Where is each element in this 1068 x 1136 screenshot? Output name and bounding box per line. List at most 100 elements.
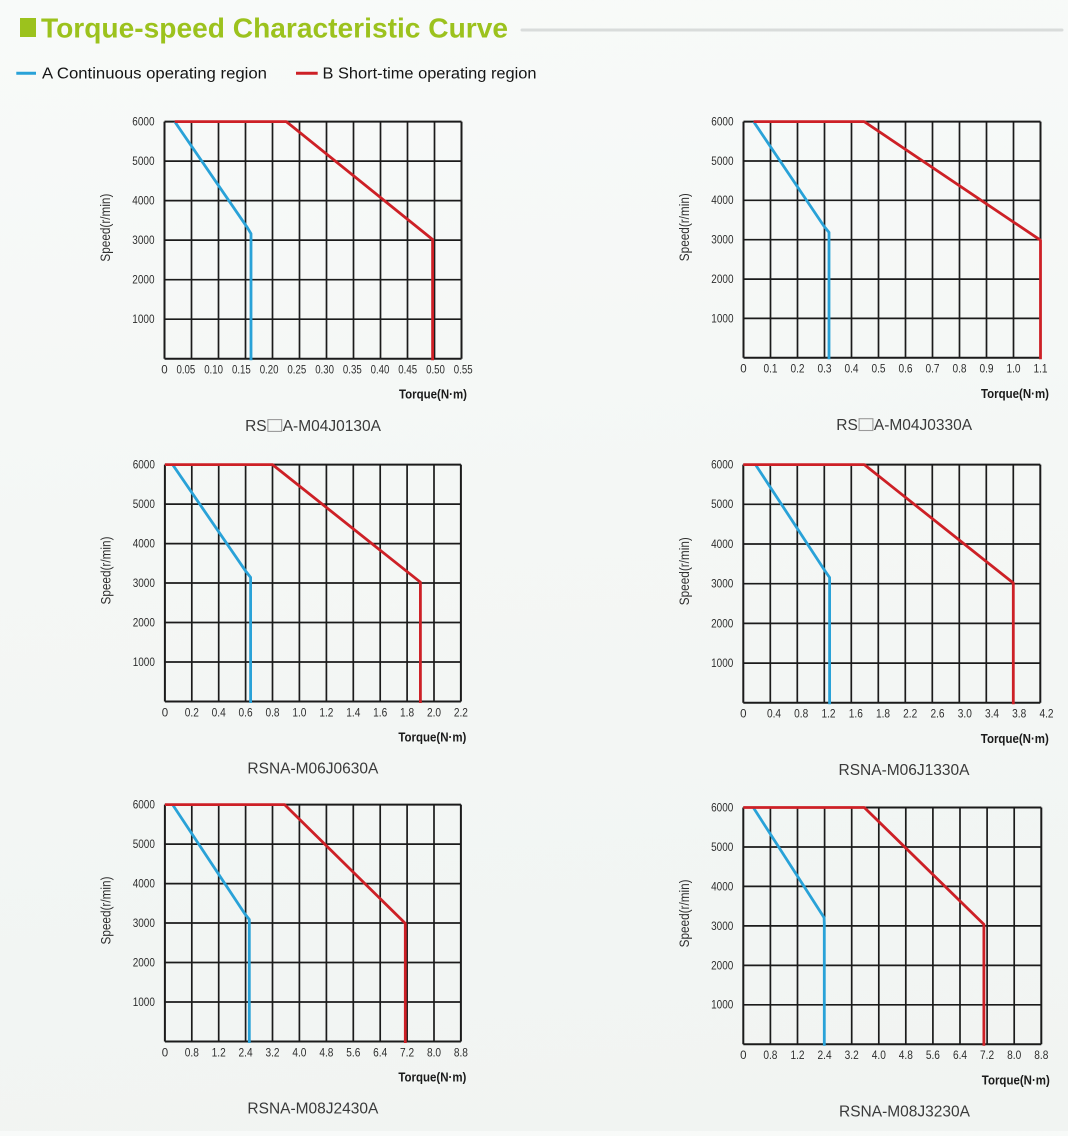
svg-text:6000: 6000 [711,460,733,472]
svg-text:0: 0 [162,1047,168,1059]
svg-text:Torque(N·m): Torque(N·m) [399,387,467,402]
svg-text:4.8: 4.8 [899,1050,913,1062]
svg-text:Torque(N·m): Torque(N·m) [981,386,1049,401]
svg-text:1.1: 1.1 [1033,364,1047,376]
svg-text:0.35: 0.35 [343,365,362,377]
svg-text:Torque(N·m): Torque(N·m) [398,730,466,745]
svg-text:8.8: 8.8 [1034,1050,1048,1062]
svg-text:3.4: 3.4 [985,709,1000,721]
svg-text:7.2: 7.2 [980,1050,994,1062]
svg-text:Torque(N·m): Torque(N·m) [398,1070,466,1085]
svg-text:0: 0 [740,709,746,721]
svg-text:5000: 5000 [711,842,733,854]
svg-text:0: 0 [740,364,746,376]
svg-text:7.2: 7.2 [400,1047,414,1059]
svg-text:0.4: 0.4 [212,707,227,719]
svg-text:3000: 3000 [132,235,154,247]
svg-text:8.0: 8.0 [427,1047,441,1059]
svg-text:Speed(r/min): Speed(r/min) [677,193,692,261]
svg-text:0.50: 0.50 [426,365,445,377]
svg-text:4.0: 4.0 [872,1050,886,1062]
svg-text:4.0: 4.0 [292,1047,306,1059]
svg-text:0.9: 0.9 [979,364,993,376]
svg-text:RS: RS [836,417,858,434]
svg-text:0.8: 0.8 [952,364,966,376]
svg-text:1000: 1000 [133,997,155,1009]
svg-text:2000: 2000 [711,618,733,630]
svg-text:1.0: 1.0 [292,707,306,719]
svg-text:0.8: 0.8 [185,1047,199,1059]
svg-text:0.25: 0.25 [287,365,306,377]
svg-text:1.2: 1.2 [790,1050,804,1062]
svg-text:Speed(r/min): Speed(r/min) [98,194,113,262]
svg-text:1.2: 1.2 [212,1047,226,1059]
svg-text:4000: 4000 [711,195,733,207]
svg-text:6000: 6000 [133,460,155,472]
svg-text:Speed(r/min): Speed(r/min) [677,879,692,947]
svg-text:A Continuous operating region: A Continuous operating region [42,66,267,83]
svg-text:RSNA-M06J0630A: RSNA-M06J0630A [247,761,379,778]
svg-text:0.15: 0.15 [232,365,251,377]
svg-text:1000: 1000 [132,314,154,326]
svg-text:RSNA-M06J1330A: RSNA-M06J1330A [839,762,971,779]
svg-text:1.6: 1.6 [849,709,863,721]
svg-text:8.0: 8.0 [1007,1050,1021,1062]
svg-text:2.0: 2.0 [427,707,441,719]
svg-text:0.4: 0.4 [767,709,782,721]
svg-text:Torque(N·m): Torque(N·m) [982,1072,1050,1087]
svg-text:0.20: 0.20 [260,365,279,377]
svg-text:2.4: 2.4 [239,1047,254,1059]
svg-text:2000: 2000 [711,274,733,286]
svg-text:0.6: 0.6 [239,707,253,719]
svg-text:1000: 1000 [711,1000,733,1012]
svg-text:A-M04J0130A: A-M04J0130A [283,418,382,435]
svg-text:1.4: 1.4 [346,707,361,719]
svg-text:1.0: 1.0 [1006,364,1020,376]
svg-text:4000: 4000 [711,881,733,893]
svg-text:1000: 1000 [711,658,733,670]
svg-text:RS: RS [245,418,267,435]
svg-text:1000: 1000 [133,657,155,669]
svg-text:1000: 1000 [711,313,733,325]
svg-text:0.45: 0.45 [398,365,417,377]
svg-text:4000: 4000 [132,196,154,208]
svg-text:0.8: 0.8 [265,707,279,719]
svg-text:1.2: 1.2 [319,707,333,719]
svg-text:6.4: 6.4 [953,1050,968,1062]
svg-text:2.6: 2.6 [930,709,944,721]
svg-text:RSNA-M08J2430A: RSNA-M08J2430A [247,1101,379,1118]
svg-text:4.2: 4.2 [1039,709,1053,721]
svg-text:3000: 3000 [133,578,155,590]
svg-text:0.8: 0.8 [794,709,808,721]
svg-text:0: 0 [740,1050,746,1062]
svg-text:4000: 4000 [133,879,155,891]
svg-text:Torque(N·m): Torque(N·m) [981,731,1049,746]
svg-text:5000: 5000 [133,499,155,511]
svg-text:RSNA-M08J3230A: RSNA-M08J3230A [839,1104,971,1121]
svg-text:0.40: 0.40 [371,365,390,377]
svg-text:0.05: 0.05 [177,365,196,377]
svg-text:0.6: 0.6 [898,364,912,376]
svg-text:3.2: 3.2 [845,1050,859,1062]
svg-text:0: 0 [161,365,167,377]
svg-text:5000: 5000 [133,839,155,851]
svg-text:2000: 2000 [133,617,155,629]
svg-text:Speed(r/min): Speed(r/min) [98,877,113,945]
svg-text:2.2: 2.2 [454,707,468,719]
svg-text:Speed(r/min): Speed(r/min) [98,537,113,605]
svg-text:Speed(r/min): Speed(r/min) [677,537,692,605]
svg-text:0.1: 0.1 [763,364,777,376]
svg-text:B Short-time operating region: B Short-time operating region [323,66,537,83]
svg-text:1.6: 1.6 [373,707,387,719]
svg-text:5000: 5000 [132,156,154,168]
svg-text:6000: 6000 [711,117,733,129]
svg-text:4000: 4000 [711,539,733,551]
svg-text:0.4: 0.4 [844,364,859,376]
svg-text:3.2: 3.2 [265,1047,279,1059]
svg-text:6000: 6000 [711,802,733,814]
svg-text:5.6: 5.6 [346,1047,360,1059]
svg-text:5000: 5000 [711,499,733,511]
svg-text:3000: 3000 [711,235,733,247]
svg-text:5000: 5000 [711,156,733,168]
svg-text:Torque-speed Characteristic Cu: Torque-speed Characteristic Curve [41,12,508,43]
